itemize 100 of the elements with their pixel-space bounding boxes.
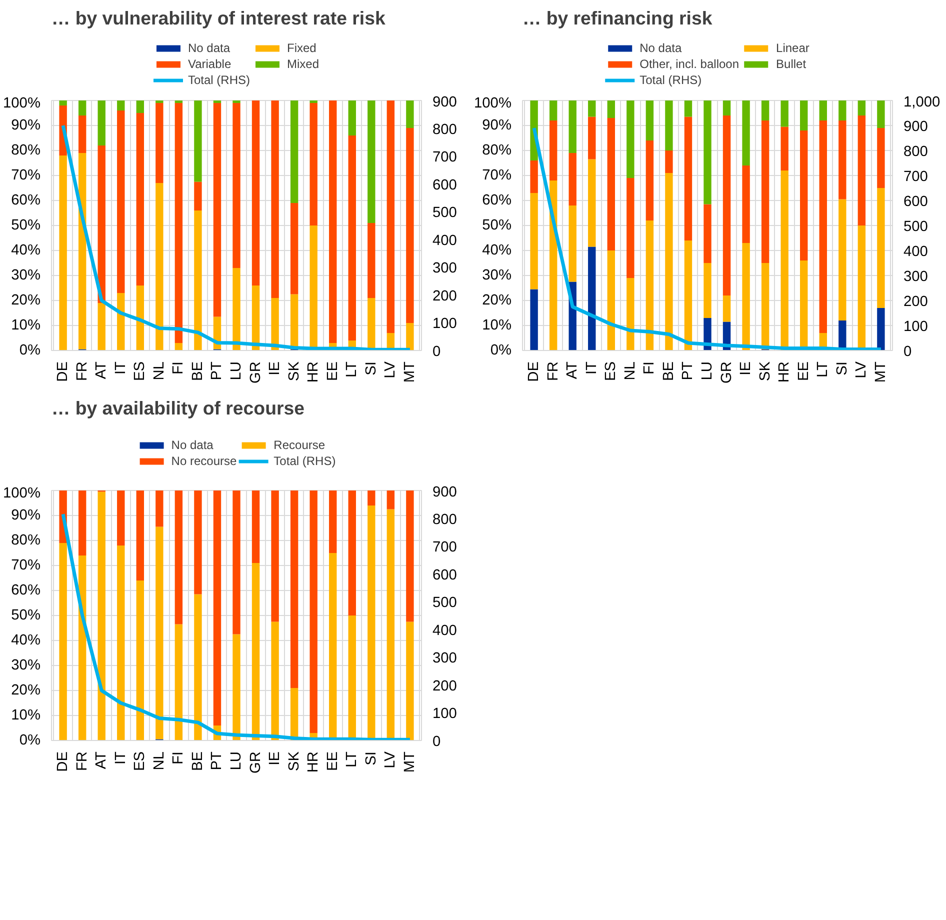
y2-tick-label: 900 — [432, 484, 457, 500]
y2-tick-label: 200 — [904, 294, 928, 310]
x-tick-label: IT — [112, 751, 129, 765]
y2-tick-label: 900 — [904, 119, 928, 135]
legend-label: Total (RHS) — [640, 73, 702, 87]
y2-tick-label: 100 — [432, 316, 457, 332]
x-tick-label: FR — [545, 361, 562, 382]
x-tick-label: ES — [132, 751, 148, 772]
y-tick-label: 90% — [11, 118, 41, 134]
x-tick-label: IE — [738, 361, 754, 376]
legend-label: No data — [640, 41, 682, 55]
x-tick-label: NL — [151, 751, 168, 770]
x-tick-label: PT — [209, 361, 226, 380]
y-tick-label: 70% — [482, 168, 512, 184]
x-tick-label: FR — [74, 361, 90, 382]
x-tick-label: HR — [306, 751, 322, 773]
y-tick-label: 60% — [482, 192, 512, 208]
x-tick-label: SI — [363, 751, 380, 766]
x-tick-label: FI — [170, 361, 187, 375]
y2-tick-label: 600 — [432, 177, 457, 194]
y-tick-label: 60% — [11, 192, 41, 208]
legend-label: Bullet — [776, 57, 806, 71]
x-tick-label: PT — [680, 361, 696, 380]
legend-label: Linear — [776, 41, 810, 55]
x-tick-label: NL — [151, 361, 168, 380]
x-tick-label: DE — [55, 361, 72, 382]
y-tick-label: 10% — [11, 708, 41, 724]
y-tick-label: 50% — [11, 608, 41, 624]
y2-tick-label: 0 — [432, 344, 441, 360]
y-tick-label: 80% — [11, 532, 41, 548]
x-tick-label: LV — [382, 751, 399, 768]
x-tick-label: LU — [228, 361, 244, 380]
y2-tick-label: 1,000 — [904, 94, 940, 110]
legend-label: Total (RHS) — [188, 73, 250, 87]
chart-title: … by vulnerability of interest rate risk — [52, 8, 386, 28]
y-tick-label: 0% — [19, 732, 41, 748]
x-tick-label: BE — [190, 751, 206, 772]
legend-label: No recourse — [171, 454, 237, 468]
legend-label: Other, incl. balloon — [640, 57, 740, 71]
chart-title: … by availability of recourse — [52, 398, 304, 418]
x-tick-label: DE — [526, 361, 542, 382]
x-tick-label: SI — [363, 361, 380, 376]
y-tick-label: 100% — [474, 96, 512, 112]
x-tick-label: PT — [209, 751, 226, 770]
y2-tick-label: 500 — [432, 595, 457, 612]
y2-tick-label: 500 — [904, 219, 928, 235]
x-tick-label: GR — [718, 362, 735, 384]
x-tick-label: FI — [170, 751, 187, 765]
x-tick-label: BE — [190, 361, 206, 382]
y2-tick-label: 200 — [432, 288, 457, 304]
x-tick-label: IT — [112, 361, 129, 375]
y2-tick-label: 0 — [432, 734, 441, 750]
y-tick-label: 40% — [482, 242, 512, 258]
x-tick-label: EE — [796, 361, 812, 382]
y2-tick-label: 400 — [904, 244, 928, 260]
y2-tick-label: 900 — [432, 94, 457, 110]
x-tick-label: HR — [306, 361, 322, 383]
x-tick-label: HR — [776, 361, 793, 383]
x-tick-label: FI — [642, 361, 658, 375]
y-tick-label: 80% — [482, 142, 512, 158]
x-tick-label: LV — [382, 361, 399, 378]
y-tick-label: 40% — [11, 632, 41, 648]
x-tick-label: EE — [324, 361, 341, 382]
x-tick-label: ES — [132, 361, 148, 382]
y2-tick-label: 800 — [432, 122, 457, 138]
x-tick-label: IE — [267, 361, 284, 376]
x-tick-label: NL — [622, 361, 638, 380]
x-tick-label: LU — [228, 751, 244, 770]
y-tick-label: 60% — [11, 582, 41, 598]
y-tick-label: 40% — [11, 242, 41, 258]
legend-label: Fixed — [287, 41, 316, 55]
y-tick-label: 30% — [11, 268, 41, 284]
y2-tick-label: 800 — [432, 512, 457, 528]
x-tick-label: MT — [402, 751, 418, 773]
x-tick-label: SK — [286, 361, 302, 382]
y2-tick-label: 100 — [432, 706, 457, 722]
y-tick-label: 20% — [11, 292, 41, 308]
x-tick-label: AT — [94, 751, 110, 770]
y-tick-label: 10% — [482, 318, 512, 334]
legend-label: No data — [171, 438, 214, 452]
y2-tick-label: 700 — [904, 169, 928, 185]
y2-tick-label: 800 — [904, 144, 928, 160]
y-tick-label: 90% — [11, 508, 41, 524]
y-tick-label: 20% — [11, 682, 41, 698]
x-tick-label: GR — [248, 362, 264, 384]
y-tick-label: 10% — [11, 318, 41, 334]
x-tick-label: LT — [344, 361, 360, 378]
x-tick-label: LV — [854, 361, 870, 378]
x-tick-label: FR — [74, 751, 90, 772]
x-tick-label: EE — [324, 751, 341, 772]
y-tick-label: 100% — [3, 96, 41, 112]
x-tick-label: GR — [248, 752, 264, 774]
chart-title: … by refinancing risk — [522, 8, 713, 28]
x-tick-label: LU — [700, 361, 716, 380]
y-tick-label: 70% — [11, 168, 41, 184]
x-tick-label: MT — [872, 361, 889, 383]
y2-tick-label: 300 — [432, 650, 457, 667]
x-tick-label: AT — [94, 361, 110, 380]
y-tick-label: 30% — [482, 268, 512, 284]
x-tick-label: LT — [344, 751, 360, 768]
